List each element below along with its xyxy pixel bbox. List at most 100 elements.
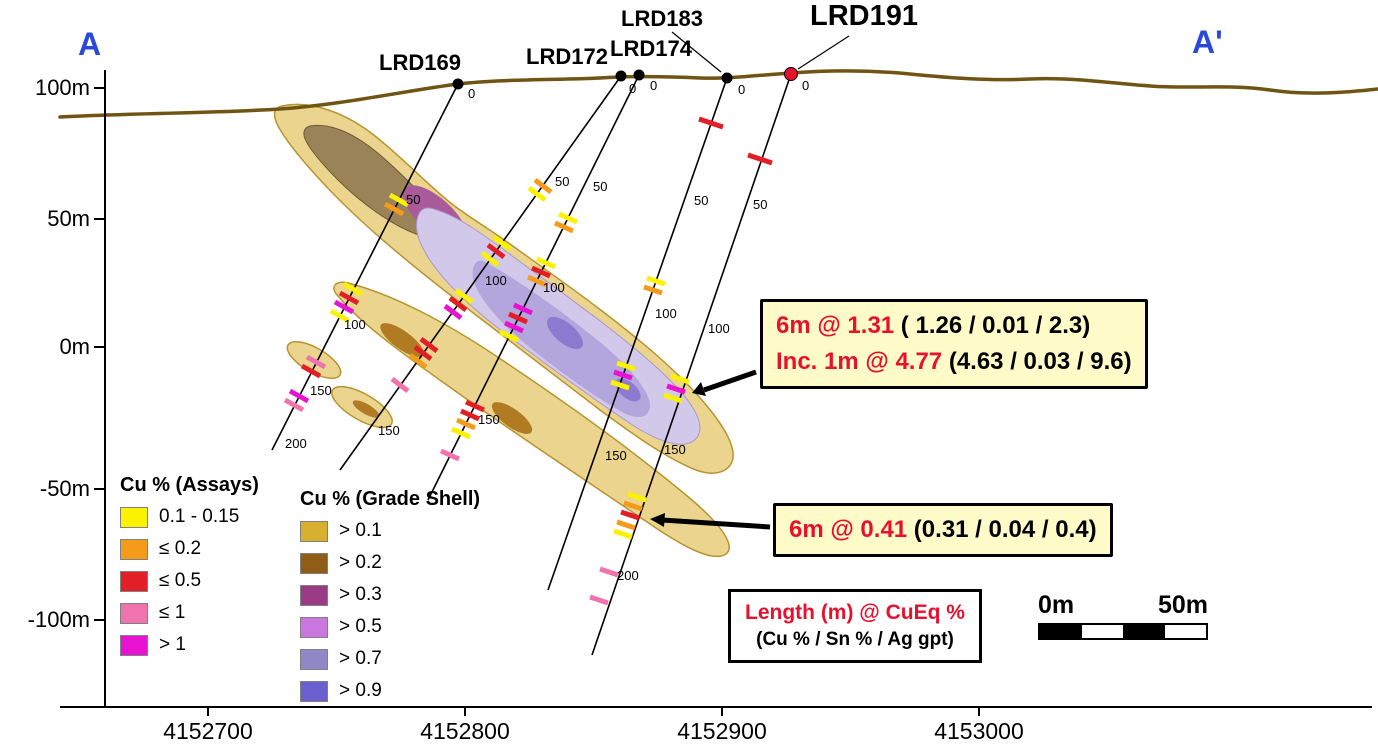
- legend-item: > 0.2: [300, 552, 480, 574]
- collar-lrd183: [721, 72, 733, 84]
- assay-interval-tick: [388, 192, 410, 208]
- legend-item: > 0.5: [300, 616, 480, 638]
- swatch-assay-orange: [120, 538, 148, 560]
- depth-label: 150: [310, 383, 332, 398]
- callout-detail: (4.63 / 0.03 / 9.6): [942, 348, 1132, 375]
- legend-grade-shell: Cu % (Grade Shell) > 0.1 > 0.2 > 0.3 > 0…: [300, 488, 480, 712]
- callout-line: 6m @ 0.41 (0.31 / 0.04 / 0.4): [789, 512, 1097, 548]
- grade-shell-brown-zone: [303, 124, 439, 237]
- scale-bar-blocks: [1038, 623, 1208, 640]
- assay-interval-tick: [557, 211, 579, 225]
- depth-label: 150: [478, 412, 500, 427]
- collar-lrd174: [633, 69, 645, 81]
- swatch-shell-02: [300, 552, 328, 574]
- legend-item-label: > 0.7: [339, 648, 382, 669]
- assay-intervals: [283, 116, 773, 606]
- legend-grade-shell-title: Cu % (Grade Shell): [300, 488, 481, 510]
- drillhole-trace-lrd183: [547, 77, 728, 591]
- assay-interval-tick: [503, 320, 525, 334]
- assay-interval-tick: [486, 243, 506, 259]
- collar-lrd169: [452, 78, 464, 90]
- swatch-shell-01: [300, 520, 328, 542]
- key-line-1: Length (m) @ CuEq %: [745, 601, 965, 624]
- assay-interval-tick: [498, 329, 520, 343]
- depth-label: 0: [650, 78, 657, 93]
- callout-detail: (0.31 / 0.04 / 0.4): [907, 516, 1097, 543]
- assay-interval-tick: [533, 178, 553, 194]
- legend-item-label: > 0.2: [339, 552, 382, 573]
- assay-interval-tick: [620, 509, 640, 521]
- legend-item: ≤ 0.2: [120, 538, 259, 560]
- legend-item: 0.1 - 0.15: [120, 506, 259, 528]
- topography-line: [58, 69, 1378, 119]
- scale-start-label: 0m: [1038, 591, 1075, 619]
- drillhole-label-lrd172: LRD172: [526, 44, 608, 69]
- swatch-shell-09: [300, 680, 328, 702]
- grade-shell-violet-core: [546, 316, 584, 350]
- assay-interval-tick: [492, 235, 512, 251]
- depth-label: 100: [655, 306, 677, 321]
- legend-item: > 0.7: [300, 648, 480, 670]
- assay-interval-tick: [610, 379, 630, 391]
- depth-label: 100: [543, 280, 565, 295]
- assay-interval-tick: [338, 290, 360, 306]
- depth-label: 100: [344, 317, 366, 332]
- depth-label: 100: [708, 321, 730, 336]
- assay-interval-tick: [342, 281, 364, 297]
- assay-interval-tick: [464, 399, 486, 413]
- assay-interval-tick: [390, 377, 410, 393]
- assay-interval-tick: [454, 288, 474, 304]
- legend-item-label: > 1: [159, 634, 186, 655]
- legend-item-label: > 0.1: [339, 520, 382, 541]
- assay-interval-tick: [408, 353, 428, 369]
- legend-item-label: ≤ 1: [159, 602, 186, 623]
- assay-interval-tick: [439, 448, 461, 462]
- legend-item-label: ≤ 0.5: [159, 570, 202, 591]
- grade-shell-band-core: [491, 402, 533, 434]
- assay-interval-tick: [333, 299, 355, 315]
- swatch-shell-03: [300, 584, 328, 606]
- depth-labels: 0 50 100 150 200 0 50 100 150 0 50 100 1…: [285, 78, 809, 583]
- swatch-shell-05: [300, 616, 328, 638]
- assay-interval-tick: [553, 220, 575, 234]
- assay-interval-tick: [455, 417, 477, 431]
- y-axis-label: -100m: [27, 607, 90, 632]
- drillhole-traces: [271, 31, 850, 656]
- callout-detail: ( 1.26 / 0.01 / 2.3): [894, 312, 1091, 339]
- assay-interval-tick: [698, 116, 724, 130]
- y-axis-label: 0m: [59, 334, 90, 359]
- assay-interval-tick: [459, 408, 481, 422]
- label-leader-lrd183: [671, 31, 722, 73]
- callout-line: 6m @ 1.31 ( 1.26 / 0.01 / 2.3): [776, 308, 1132, 344]
- callout-arrowhead-1: [692, 382, 706, 396]
- depth-label: 50: [406, 192, 420, 207]
- assay-interval-tick: [666, 383, 686, 395]
- assay-interval-tick: [747, 152, 773, 166]
- assay-interval-tick: [663, 392, 683, 404]
- assay-interval-tick: [507, 311, 529, 325]
- callout-arrow-1: [703, 369, 757, 393]
- swatch-assay-magenta: [120, 634, 148, 656]
- grade-shell-lens-core: [352, 400, 380, 418]
- x-axis-label: 4152700: [163, 718, 253, 744]
- depth-label: 100: [485, 273, 507, 288]
- swatch-assay-red: [120, 570, 148, 592]
- depth-label: 200: [617, 568, 639, 583]
- depth-label: 50: [593, 179, 607, 194]
- assay-interval-tick: [300, 363, 322, 379]
- legend-item-label: > 0.3: [339, 584, 382, 605]
- depth-label: 50: [753, 197, 767, 212]
- callout-grade: 6m @ 1.31: [776, 312, 895, 339]
- legend-item: > 0.3: [300, 584, 480, 606]
- assay-interval-tick: [288, 388, 310, 404]
- legend-assays: Cu % (Assays) 0.1 - 0.15 ≤ 0.2 ≤ 0.5 ≤ 1…: [120, 474, 259, 666]
- assay-interval-tick: [616, 360, 636, 372]
- scale-bar: 0m 50m: [1038, 591, 1208, 640]
- scale-segment-black: [1040, 625, 1082, 638]
- assay-interval-tick: [450, 426, 472, 440]
- x-axis-label: 4152900: [677, 718, 767, 744]
- assay-interval-tick: [643, 284, 663, 296]
- depth-label: 0: [738, 82, 745, 97]
